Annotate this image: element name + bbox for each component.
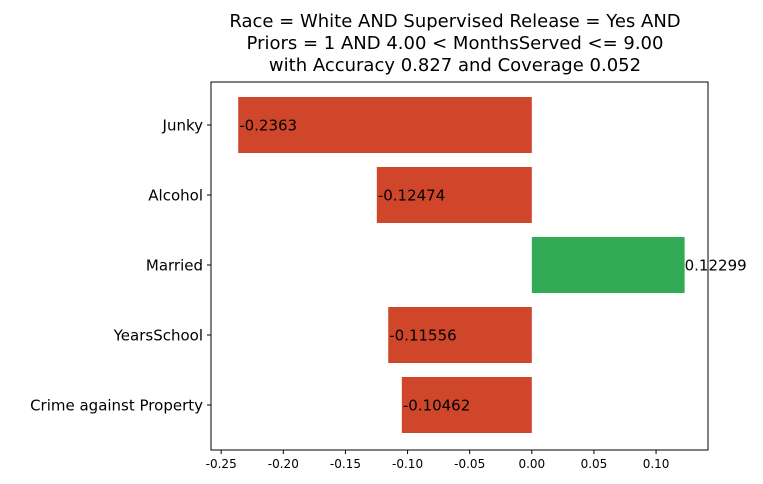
y-tick-label: Alcohol — [148, 187, 203, 205]
y-tick-label: Junky — [162, 117, 204, 135]
x-tick-label: -0.05 — [454, 457, 485, 471]
data-label: 0.12299 — [685, 257, 747, 275]
chart-title-line-2: Priors = 1 AND 4.00 < MonthsServed <= 9.… — [247, 33, 664, 54]
x-tick-label: -0.10 — [392, 457, 423, 471]
x-tick-label: -0.15 — [330, 457, 361, 471]
x-tick-label: -0.20 — [268, 457, 299, 471]
bar-married — [531, 237, 685, 293]
data-label: -0.12474 — [378, 187, 445, 205]
chart-title-line-3: with Accuracy 0.827 and Coverage 0.052 — [269, 55, 641, 76]
data-label: -0.11556 — [389, 327, 456, 345]
y-tick-label: Married — [146, 257, 203, 275]
x-tick-label: 0.00 — [518, 457, 545, 471]
chart-title: Race = White AND Supervised Release = Ye… — [229, 11, 680, 76]
plot-frame — [210, 81, 709, 451]
x-tick-label: 0.10 — [643, 457, 670, 471]
x-tick-label: 0.05 — [581, 457, 608, 471]
chart-title-line-1: Race = White AND Supervised Release = Ye… — [229, 11, 680, 32]
y-tick-label: Crime against Property — [30, 397, 203, 415]
x-tick-label: -0.25 — [206, 457, 237, 471]
y-tick-label: YearsSchool — [113, 327, 203, 345]
data-label: -0.10462 — [403, 397, 470, 415]
bar-crime-against-property — [401, 377, 532, 433]
bar-junky — [238, 97, 532, 153]
bar-alcohol — [376, 167, 532, 223]
plot-area: -0.2363 Junky -0.12474 Alcohol 0.12299 Marrie… — [30, 97, 747, 471]
data-label: -0.2363 — [239, 117, 297, 135]
bar-yearsschool — [388, 307, 532, 363]
